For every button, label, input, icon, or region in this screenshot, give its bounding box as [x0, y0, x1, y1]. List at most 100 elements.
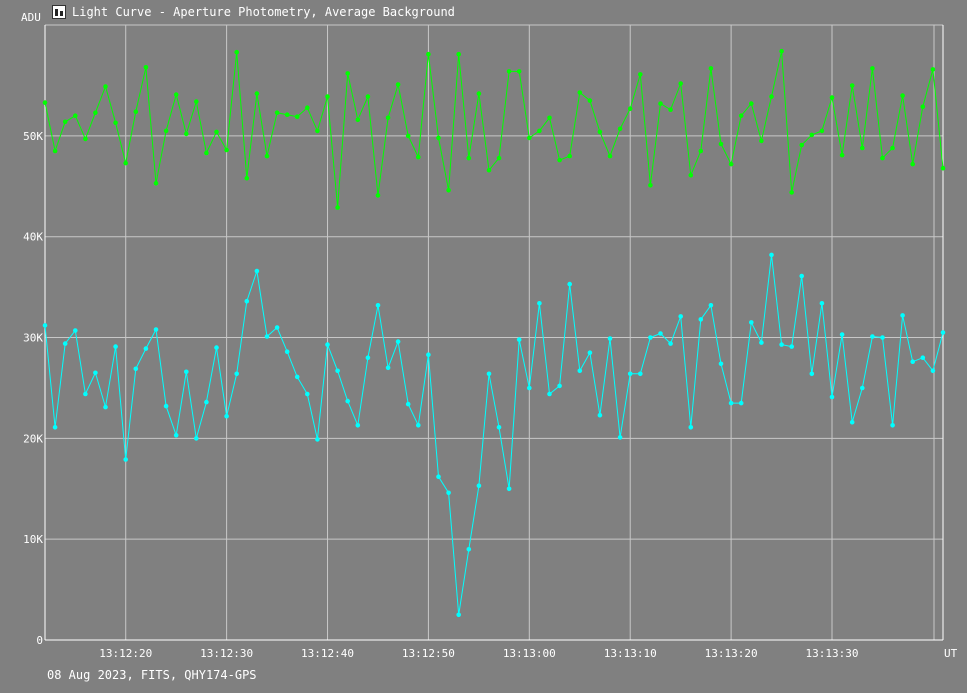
data-point	[920, 104, 926, 109]
data-point	[870, 66, 875, 71]
y-tick-label: 30K	[23, 332, 43, 345]
data-point	[678, 314, 683, 319]
data-point	[658, 331, 663, 336]
data-point	[597, 129, 603, 135]
data-point	[466, 155, 472, 161]
data-point	[214, 129, 219, 135]
data-point	[325, 94, 330, 99]
y-tick-label: 50K	[23, 130, 43, 143]
data-point	[405, 401, 411, 407]
data-point	[385, 365, 391, 371]
light-curve-app-icon[interactable]	[52, 5, 66, 19]
x-tick-label: 13:12:50	[402, 647, 455, 660]
data-point	[83, 136, 88, 142]
data-point	[254, 268, 260, 274]
data-point	[446, 188, 451, 193]
y-tick-label: 0	[36, 634, 43, 647]
data-point	[900, 313, 905, 318]
data-point	[587, 98, 593, 103]
data-point	[143, 346, 149, 351]
data-point	[184, 369, 189, 375]
window-title-bar: Light Curve - Aperture Photometry, Avera…	[52, 3, 455, 21]
data-point	[627, 106, 633, 111]
data-point	[728, 400, 734, 406]
data-point	[355, 423, 361, 428]
data-point	[365, 94, 371, 99]
data-point	[496, 155, 502, 161]
data-point	[416, 154, 421, 160]
data-point	[870, 334, 875, 339]
data-point	[93, 110, 98, 115]
y-tick-label: 20K	[23, 432, 43, 445]
data-point	[759, 340, 764, 345]
data-point	[577, 368, 583, 374]
data-point	[506, 486, 512, 492]
x-tick-label: 13:12:40	[301, 647, 354, 660]
data-point	[476, 91, 482, 96]
data-point	[416, 423, 421, 428]
data-point	[607, 336, 613, 341]
data-point	[426, 51, 431, 57]
data-point	[819, 128, 825, 134]
data-point	[880, 335, 885, 340]
data-point	[153, 181, 159, 186]
data-point	[860, 145, 865, 151]
data-point	[133, 366, 139, 372]
data-point	[42, 323, 48, 328]
data-point	[547, 115, 552, 121]
data-point	[718, 141, 724, 147]
data-point	[718, 361, 724, 367]
x-tick-label: 13:12:20	[99, 647, 152, 660]
data-point	[315, 128, 320, 134]
data-point	[456, 51, 462, 57]
data-point	[305, 391, 310, 397]
data-point	[617, 126, 623, 132]
data-point	[436, 474, 441, 480]
data-point	[567, 281, 572, 287]
data-point	[749, 320, 754, 325]
data-point	[52, 148, 58, 154]
data-point	[557, 157, 562, 163]
data-point	[93, 370, 98, 376]
data-point	[738, 400, 744, 406]
data-point	[395, 339, 401, 344]
x-tick-label: 13:13:00	[503, 647, 556, 660]
data-point	[405, 133, 411, 139]
data-point	[204, 399, 209, 405]
data-point	[113, 344, 118, 349]
data-point	[930, 368, 936, 374]
data-point	[839, 152, 845, 158]
data-point	[829, 394, 835, 400]
data-point	[83, 391, 88, 397]
y-axis-label: ADU	[21, 11, 41, 24]
data-point	[698, 148, 704, 154]
data-point	[900, 93, 905, 98]
data-point	[73, 328, 78, 333]
data-point	[244, 175, 250, 181]
data-point	[688, 172, 694, 178]
data-point	[809, 132, 815, 138]
data-point	[113, 120, 118, 126]
data-point	[264, 153, 270, 159]
data-point	[587, 350, 593, 356]
data-point	[436, 135, 441, 141]
data-point	[749, 101, 754, 106]
data-point	[617, 435, 623, 440]
data-point	[648, 183, 653, 188]
data-point	[759, 138, 764, 144]
data-point	[557, 383, 562, 389]
data-point	[123, 457, 128, 462]
data-point	[335, 205, 340, 210]
data-point	[476, 483, 482, 489]
data-point	[103, 404, 108, 410]
data-point	[305, 105, 310, 110]
data-point	[446, 490, 451, 496]
data-point	[294, 114, 300, 119]
data-point	[486, 371, 492, 377]
data-point	[638, 371, 643, 377]
data-point	[133, 109, 139, 114]
data-point	[779, 342, 784, 347]
data-point	[254, 91, 260, 96]
